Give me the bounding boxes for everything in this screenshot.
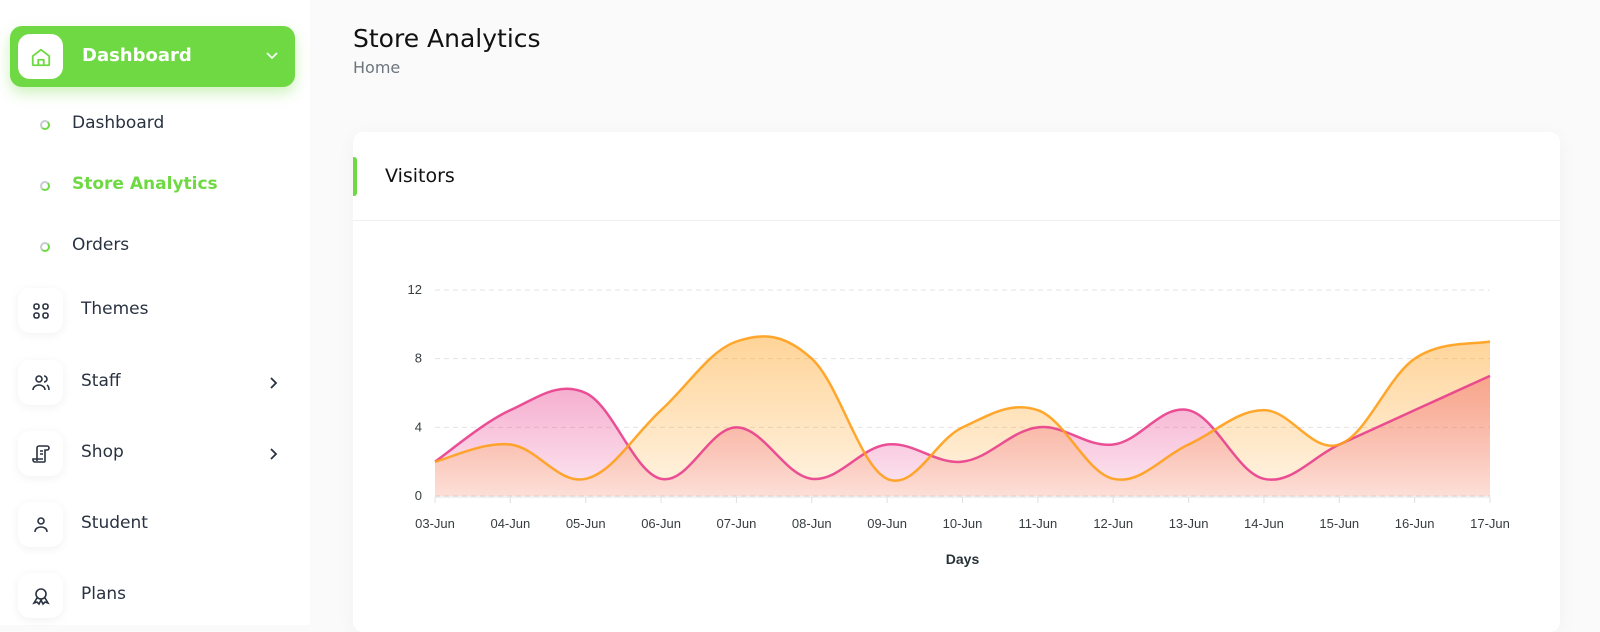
sidebar-item-label: Staff [81,371,121,391]
sidebar-subitem-label: Dashboard [72,113,165,133]
y-tick-label: 4 [415,419,422,434]
sidebar-subitem-label: Store Analytics [72,174,218,194]
line-series-1 [434,374,1491,481]
sidebar-item-label: Themes [81,299,149,319]
sidebar-item-label: Dashboard [82,45,192,66]
card-accent-bar [353,157,357,196]
page-title: Store Analytics [353,24,541,53]
sidebar-item-student[interactable]: Student [18,502,298,547]
x-tick-label: 14-Jun [1244,516,1284,531]
x-tick-label: 10-Jun [943,516,983,531]
y-tick-label: 8 [415,351,422,366]
sidebar-item-shop[interactable]: Shop [18,431,298,476]
y-tick-label: 0 [415,488,422,503]
x-tick-label: 13-Jun [1169,516,1209,531]
y-tick-label: 12 [408,282,422,297]
sidebar-item-label: Student [81,513,148,533]
line-series-2 [434,335,1491,482]
sidebar-item-label: Plans [81,584,127,604]
sidebar-item-label: Shop [81,442,124,462]
chevron-right-icon [268,447,280,466]
bullet-icon [40,242,50,252]
card-title: Visitors [385,165,455,187]
sidebar-item-dashboard[interactable]: Dashboard [10,26,295,87]
card-divider [353,220,1560,221]
sidebar: Dashboard Dashboard Store Analytics Orde… [0,0,310,625]
sidebar-subitem-label: Orders [72,235,130,255]
receipt-icon [18,431,63,476]
breadcrumb-home[interactable]: Home [353,58,401,77]
x-tick-label: 12-Jun [1093,516,1133,531]
visitors-card: Visitors 0 4 8 12 03-Jun 04-Jun 05-Jun 06-Jun 07… [353,132,1560,632]
x-tick-label: 16-Jun [1395,516,1435,531]
award-icon [18,573,63,618]
user-icon [18,502,63,547]
sidebar-item-themes[interactable]: Themes [18,288,298,333]
sidebar-item-staff[interactable]: Staff [18,360,298,405]
x-tick-label: 08-Jun [792,516,832,531]
x-tick-label: 06-Jun [641,516,681,531]
sidebar-item-plans[interactable]: Plans [18,573,298,618]
users-icon [18,360,63,405]
visitors-chart: 0 4 8 12 03-Jun 04-Jun 05-Jun 06-Jun 07-Jun 08-Ju… [408,282,1510,567]
bullet-icon [40,120,50,130]
x-tick-label: 11-Jun [1018,516,1057,531]
x-axis-title: Days [946,551,980,567]
x-tick-label: 07-Jun [717,516,757,531]
chevron-down-icon [265,48,279,67]
grid-icon [18,288,63,333]
x-tick-label: 15-Jun [1319,516,1359,531]
home-icon [18,34,63,79]
chevron-right-icon [268,376,280,395]
x-tick-label: 03-Jun [415,516,455,531]
x-tick-label: 09-Jun [867,516,907,531]
x-tick-label: 04-Jun [490,516,530,531]
x-tick-label: 17-Jun [1470,516,1510,531]
bullet-icon [40,181,50,191]
x-tick-label: 05-Jun [566,516,606,531]
